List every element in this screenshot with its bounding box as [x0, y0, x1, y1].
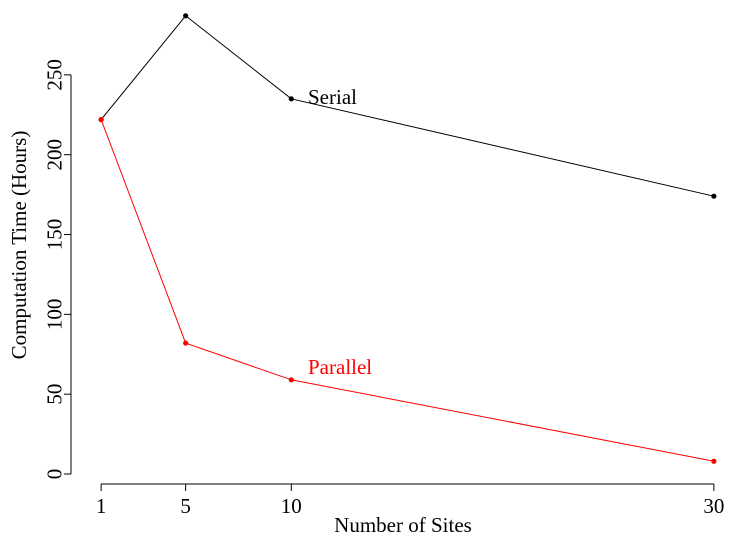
x-axis-title: Number of Sites [334, 513, 472, 537]
y-tick-label: 150 [42, 219, 66, 251]
y-tick-label: 50 [42, 384, 66, 405]
data-point [711, 193, 717, 199]
y-axis-title: Computation Time (Hours) [7, 131, 31, 360]
series-line [100, 119, 714, 462]
series-line [100, 15, 714, 197]
data-point [98, 116, 104, 123]
data-point [288, 377, 294, 383]
x-tick-label: 30 [703, 494, 724, 518]
y-tick-label: 250 [42, 59, 66, 91]
x-tick-label: 1 [96, 494, 107, 518]
axes: 0 50 100 150 200 250 1 5 10 30 [42, 59, 724, 518]
y-tick-label: 0 [42, 469, 66, 480]
series-parallel: Parallel [98, 116, 717, 464]
series-layer: Serial Parallel [98, 13, 717, 464]
series-serial: Serial [98, 13, 717, 199]
data-point [711, 458, 717, 464]
series-label: Parallel [308, 355, 372, 379]
x-tick-label: 10 [281, 494, 302, 518]
data-point [183, 340, 189, 346]
series-label: Serial [308, 85, 357, 109]
data-point [288, 96, 294, 102]
x-tick-label: 5 [180, 494, 191, 518]
y-tick-label: 200 [42, 139, 66, 171]
y-tick-label: 100 [42, 299, 66, 331]
data-point [183, 13, 189, 19]
